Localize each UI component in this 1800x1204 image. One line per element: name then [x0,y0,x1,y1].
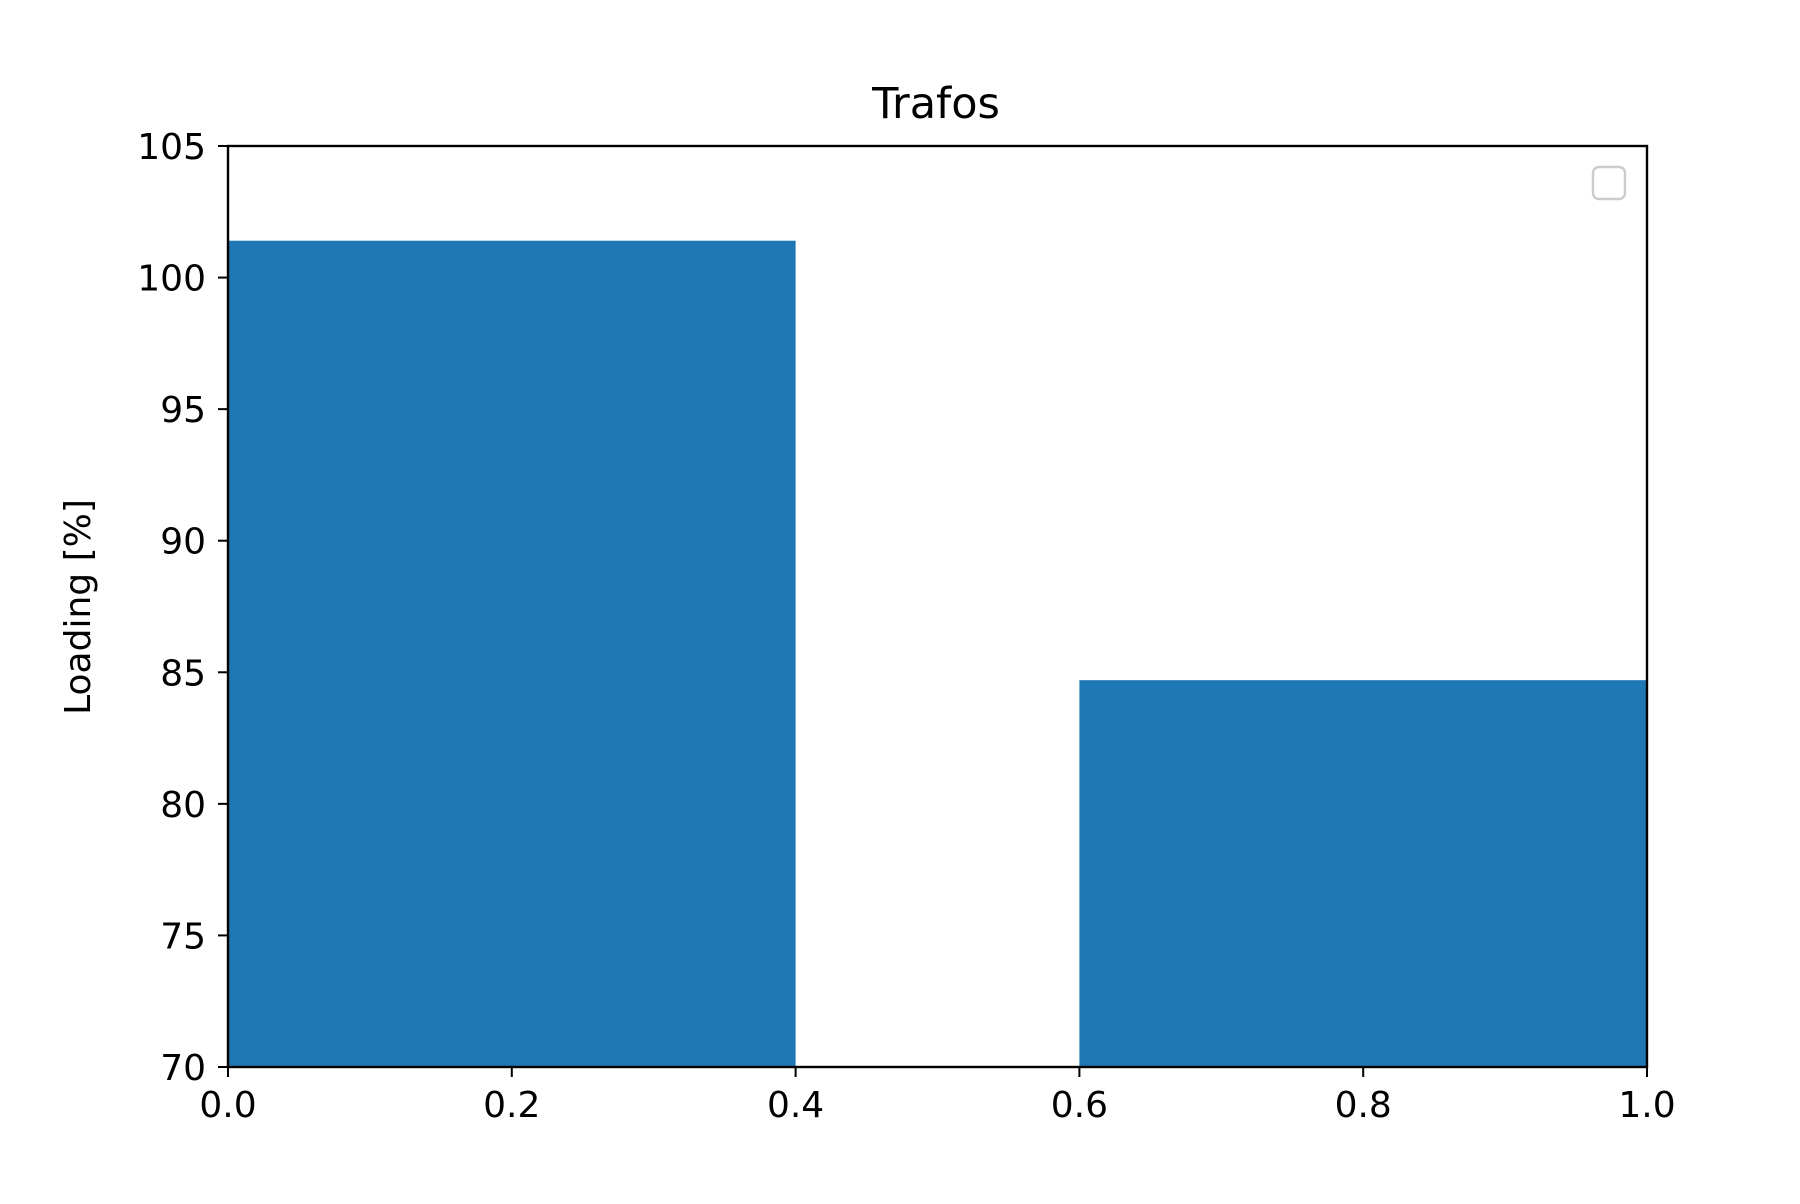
bars-group [228,240,1647,1067]
y-tick-label: 80 [160,785,206,826]
chart-title: Trafos [871,79,1000,129]
x-axis: 0.0 0.2 0.4 0.6 0.8 1.0 [199,1067,1676,1126]
x-tick-label: 0.4 [767,1085,824,1126]
x-tick-label: 0.8 [1335,1085,1392,1126]
bar-2 [1079,680,1647,1067]
x-tick-label: 0.6 [1051,1085,1108,1126]
y-axis: 70 75 80 85 90 95 100 105 [137,127,228,1089]
x-tick-label: 1.0 [1618,1085,1675,1126]
y-tick-label: 70 [160,1048,206,1089]
x-tick-label: 0.0 [199,1085,256,1126]
bar-1 [228,240,796,1067]
y-tick-label: 75 [160,916,206,957]
x-tick-label: 0.2 [483,1085,540,1126]
y-tick-label: 85 [160,653,206,694]
y-tick-label: 90 [160,522,206,563]
plot-frame [226,144,1649,1069]
y-tick-label: 95 [160,390,206,431]
legend-box [1591,165,1627,201]
y-tick-label: 105 [137,127,206,168]
y-tick-label: 100 [137,259,206,300]
y-axis-label: Loading [%] [58,499,99,715]
